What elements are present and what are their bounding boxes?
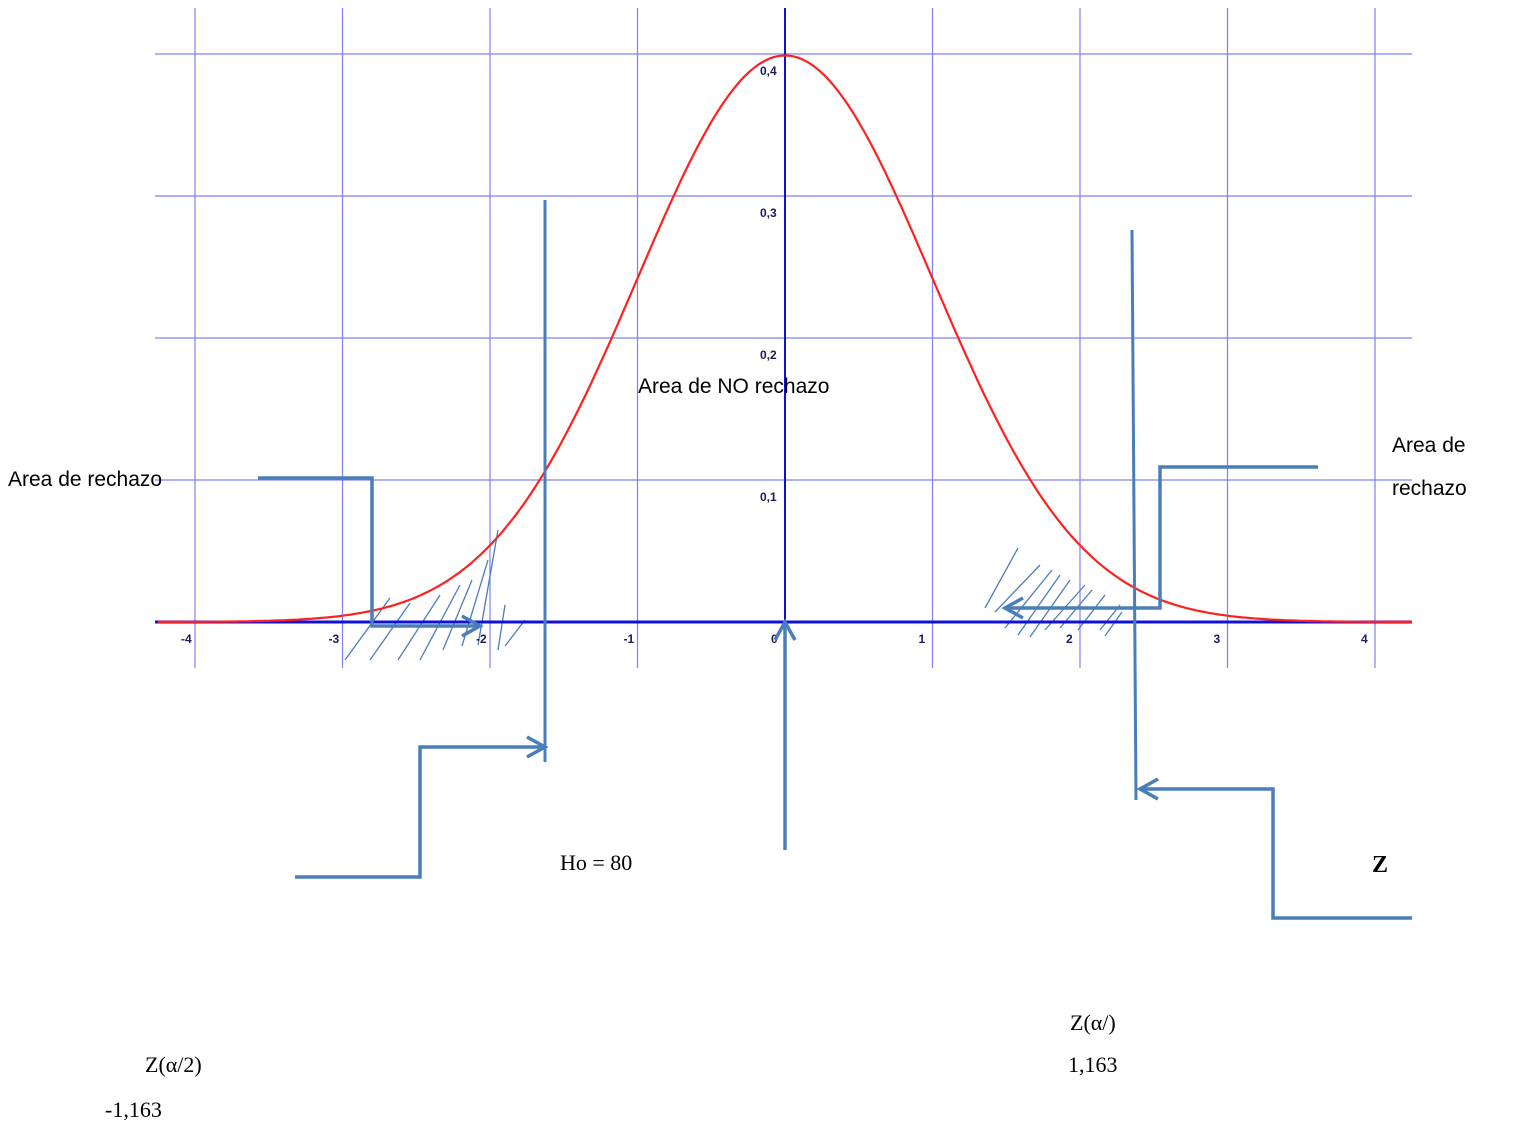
y-tick-label: 0,1 [760,490,777,504]
left-critical-pointer [295,745,545,879]
hatch-line [504,619,526,647]
hatch-line [1017,574,1061,636]
left-critical-arrowhead [526,735,549,759]
y-tick-label: 0,4 [760,64,777,78]
y-tick-labels: 0,1 0,2 0,3 0,4 [760,64,777,504]
x-tick-label: 2 [1066,632,1073,646]
y-tick-label: 0,3 [760,206,777,220]
right-critical-line [1130,229,1138,801]
x-tick-label: 3 [1214,632,1221,646]
left-rejection-arrowhead [461,614,484,638]
hatch-line [1077,594,1106,631]
callout-lines [258,200,1412,920]
x-tick-label: -4 [181,632,192,646]
rejection-hatching [344,529,1123,661]
hatch-line [497,604,506,651]
left-critical-value: -1,163 [105,1097,162,1122]
null-hypothesis-label: Ho = 80 [560,850,632,875]
left-rejection-label: Area de rechazo [8,468,162,491]
hatch-line [1104,611,1123,637]
right-critical-arrowhead [1136,777,1159,801]
left-critical-label: Z(α/2) [145,1052,202,1077]
z-axis-label: Z [1372,852,1388,878]
hatch-line [1004,569,1053,629]
left-rejection-callout [258,476,480,628]
x-tick-label: 1 [919,632,926,646]
right-rejection-label-line1: Area de [1392,434,1466,457]
x-tick-label: -3 [329,632,340,646]
right-rejection-callout [1005,465,1318,610]
right-critical-pointer [1140,787,1412,920]
right-critical-label: Z(α/) [1070,1010,1116,1035]
grid-lines [155,8,1412,668]
hatch-line [442,579,473,651]
x-tick-label: -2 [476,632,487,646]
hatch-line [994,564,1041,613]
ho-arrowhead [773,618,797,641]
acceptance-area-label: Area de NO rechazo [638,375,829,398]
y-tick-label: 0,2 [760,348,777,362]
x-tick-label: -1 [624,632,635,646]
right-rejection-arrowhead [1001,596,1024,620]
right-critical-value: 1,163 [1068,1052,1118,1077]
normal-curve [158,54,1412,623]
x-tick-label: 4 [1361,632,1368,646]
hatch-line [369,602,411,661]
right-rejection-label-line2: rechazo [1392,477,1467,500]
hatch-line [984,547,1019,609]
